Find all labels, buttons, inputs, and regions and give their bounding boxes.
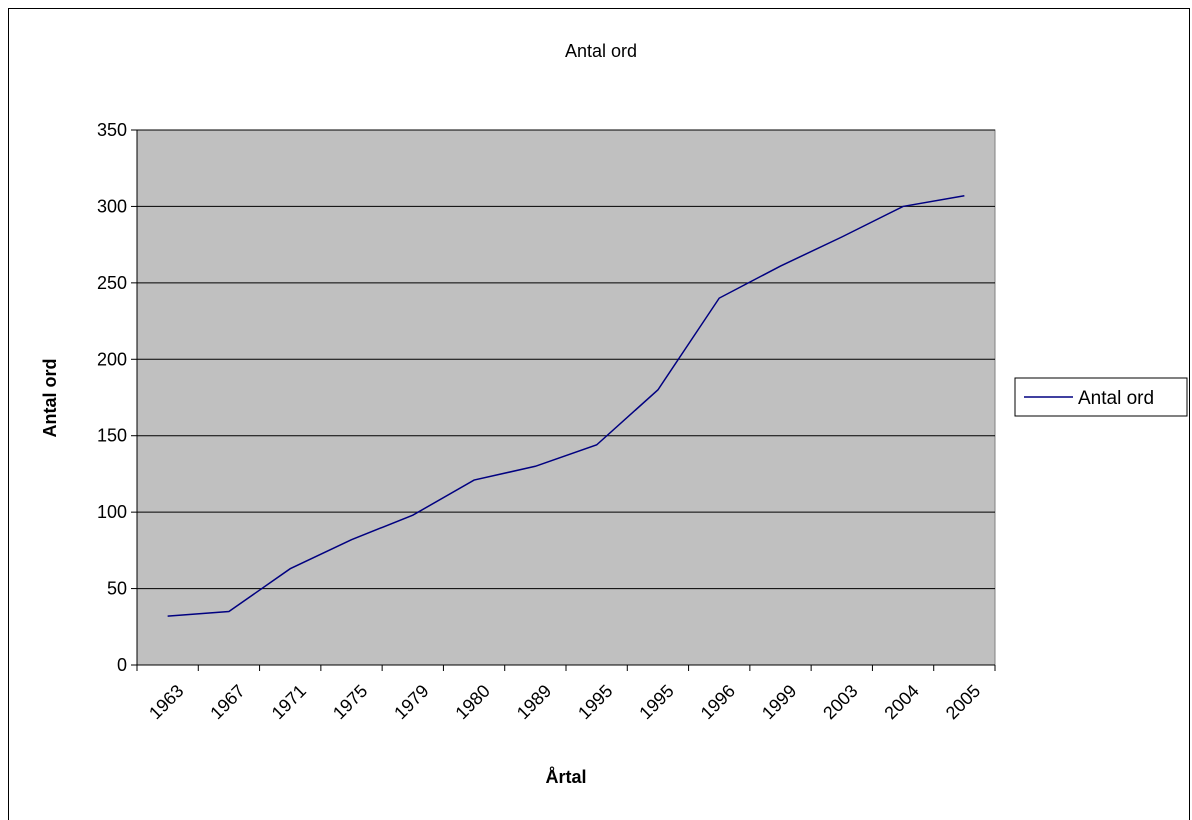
y-tick-label: 250 — [97, 273, 127, 293]
x-tick-label: 2005 — [942, 681, 984, 723]
x-tick-label: 1967 — [206, 681, 248, 723]
legend: Antal ord — [1015, 378, 1187, 416]
x-tick-label: 1979 — [390, 681, 432, 723]
x-tick-label: 2004 — [880, 681, 922, 723]
y-tick-label: 350 — [97, 120, 127, 140]
x-tick-label: 1975 — [329, 681, 371, 723]
x-tick-label: 1996 — [697, 681, 739, 723]
x-tick-label: 1980 — [451, 681, 493, 723]
x-axis: 1963 1967 1971 1975 1979 1980 1989 1995 1995 1996… — [137, 665, 995, 723]
plot-area — [137, 130, 995, 665]
x-tick-label: 2003 — [819, 681, 861, 723]
y-axis-label: Antal ord — [40, 359, 60, 438]
y-tick-label: 200 — [97, 349, 127, 369]
y-tick-label: 150 — [97, 426, 127, 446]
y-tick-label: 0 — [117, 655, 127, 675]
y-axis: 0 50 100 150 200 250 300 350 — [97, 120, 137, 675]
y-tick-label: 50 — [107, 579, 127, 599]
x-tick-label: 1971 — [268, 681, 310, 723]
x-axis-label: Årtal — [545, 767, 586, 787]
legend-label: Antal ord — [1078, 388, 1154, 409]
x-tick-label: 1999 — [758, 681, 800, 723]
y-tick-label: 300 — [97, 196, 127, 216]
x-tick-label: 1995 — [635, 681, 677, 723]
x-tick-label: 1989 — [513, 681, 555, 723]
x-tick-label: 1995 — [574, 681, 616, 723]
y-tick-label: 100 — [97, 502, 127, 522]
x-tick-label: 1963 — [145, 681, 187, 723]
chart-title: Antal ord — [565, 41, 637, 61]
